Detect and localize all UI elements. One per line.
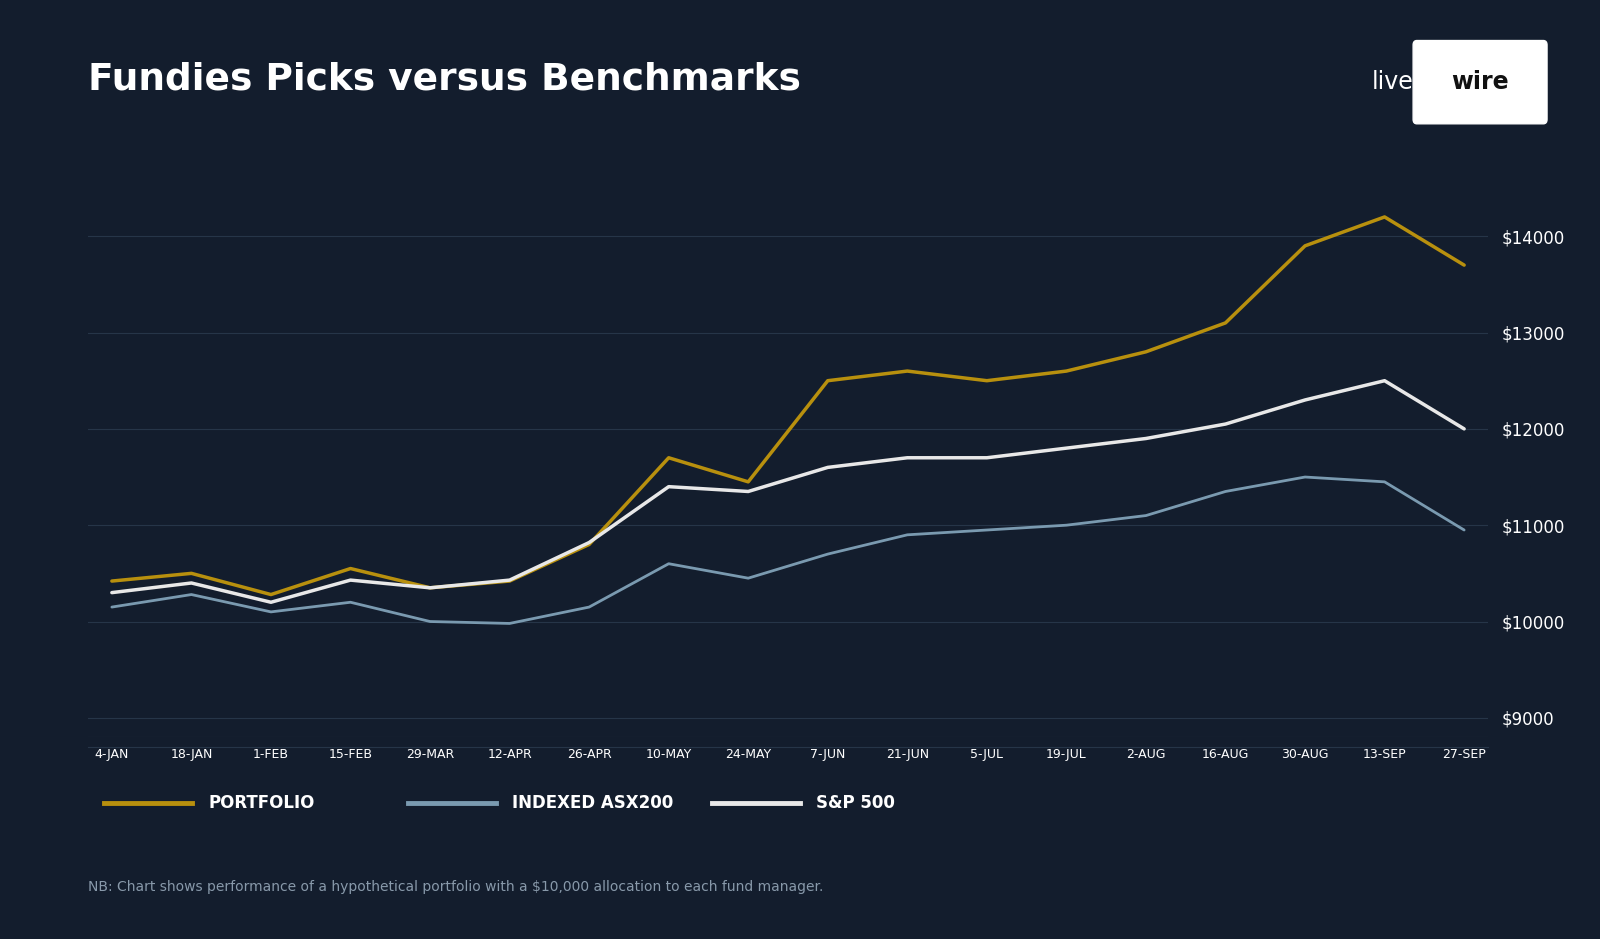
Text: wire: wire — [1451, 70, 1509, 94]
FancyBboxPatch shape — [1413, 40, 1547, 124]
Text: Fundies Picks versus Benchmarks: Fundies Picks versus Benchmarks — [88, 61, 802, 97]
Text: live: live — [1371, 70, 1413, 94]
Text: S&P 500: S&P 500 — [816, 793, 894, 812]
Text: NB: Chart shows performance of a hypothetical portfolio with a $10,000 allocatio: NB: Chart shows performance of a hypothe… — [88, 881, 824, 894]
Text: PORTFOLIO: PORTFOLIO — [208, 793, 314, 812]
Text: INDEXED ASX200: INDEXED ASX200 — [512, 793, 674, 812]
